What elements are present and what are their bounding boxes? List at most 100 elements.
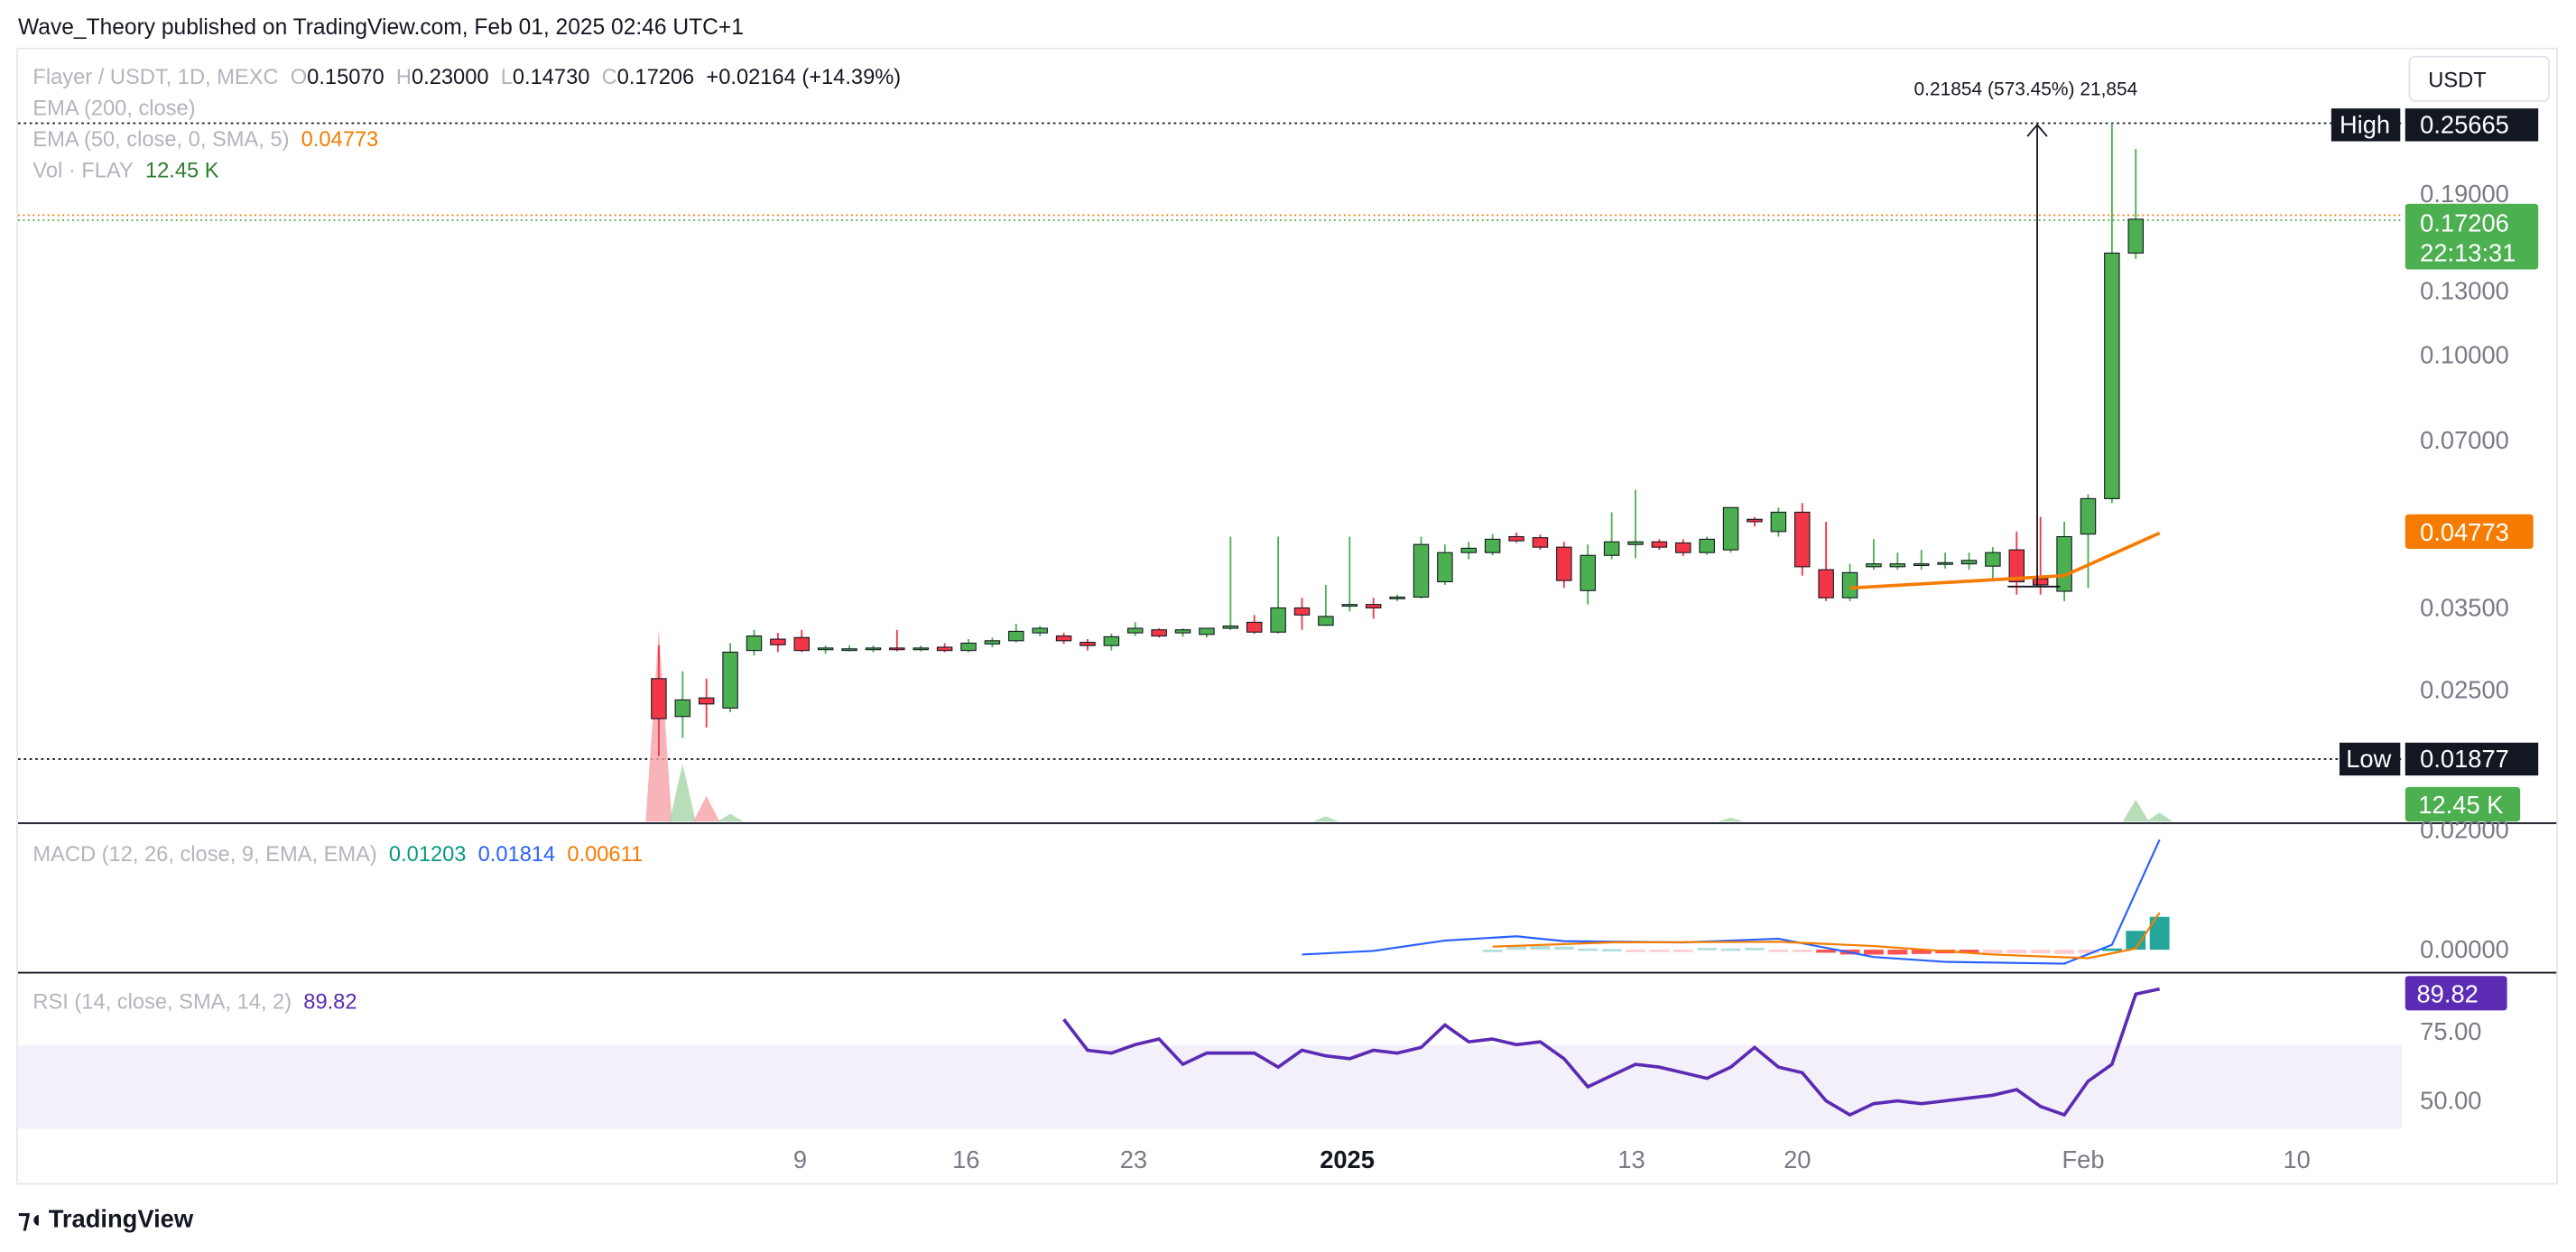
low-tag-label: Low: [2346, 745, 2391, 773]
volume-bar: [1718, 817, 1745, 822]
volume-bar: [717, 813, 744, 822]
low-label: L: [500, 63, 513, 89]
open-value: 0.15070: [307, 63, 385, 89]
measure-arrow-head: [2026, 123, 2048, 137]
volume-bar: [2146, 812, 2173, 822]
candle-body: [2056, 535, 2072, 592]
candle-body: [1747, 518, 1763, 523]
candle-body: [2032, 578, 2049, 586]
candle-body: [1246, 621, 1263, 633]
macd-histogram-bar: [1887, 950, 1908, 955]
macd-signal-value: 0.00611: [567, 840, 644, 867]
candle-body: [1818, 569, 1834, 598]
high-value-bg: [2405, 108, 2539, 142]
candle-body: [2008, 549, 2025, 583]
high-tag-label: High: [2340, 110, 2390, 138]
candle-body: [1985, 552, 2001, 567]
high-value: 0.23000: [411, 63, 489, 89]
candle-body: [770, 638, 786, 645]
rsi-legend[interactable]: RSI (14, close, SMA, 14, 2) 89.82: [32, 989, 357, 1014]
tradingview-logo-icon: ⁊◖: [18, 1206, 43, 1234]
rsi-line: [1062, 987, 2161, 1118]
candle-body: [1222, 625, 1239, 629]
ema50-legend[interactable]: EMA (50, close, 0, SMA, 5) 0.04773: [32, 126, 378, 151]
macd-histogram-bar: [1768, 950, 1789, 952]
candle-body: [1960, 560, 1978, 565]
candle-body: [1913, 563, 1930, 567]
candle-body: [817, 647, 834, 651]
macd-histogram-bar: [1720, 948, 1741, 951]
macd-histogram-bar: [1530, 946, 1551, 951]
low-value-label: 0.01877: [2420, 745, 2509, 773]
low-tag-bg: [2339, 742, 2401, 776]
price-axis-label: 0.07000: [2420, 426, 2509, 454]
price-axis-label: 0.10000: [2420, 340, 2509, 368]
time-axis-label: 2025: [1320, 1145, 1375, 1173]
candle-body: [1484, 538, 1501, 553]
candle-body: [1627, 541, 1644, 545]
macd-histogram-bar: [2126, 931, 2146, 951]
chart-frame: [16, 47, 2559, 1185]
rsi-value: 89.82: [303, 988, 357, 1015]
candle-body: [1293, 607, 1311, 616]
candle-body: [1937, 561, 1953, 565]
macd-histogram-bar: [1506, 946, 1526, 951]
macd-histogram-bar: [2030, 950, 2051, 954]
candle-body: [1127, 627, 1144, 634]
candle-body: [1532, 537, 1549, 548]
high-value-label: 0.25665: [2420, 110, 2509, 138]
candle-body: [1270, 607, 1286, 633]
candle-body: [1699, 538, 1715, 553]
price-axis-label: 0.19000: [2420, 180, 2509, 208]
time-axis-label: 9: [793, 1145, 807, 1173]
candle-body: [1722, 506, 1739, 551]
countdown-value: 22:13:31: [2420, 238, 2516, 266]
macd-histogram-bar: [1601, 949, 1622, 952]
volume-title: Vol · FLAY: [32, 157, 134, 183]
candle-body: [2080, 497, 2097, 535]
candle-body: [1675, 542, 1691, 553]
macd-histogram-bar: [1626, 950, 1645, 952]
candle-body: [1008, 630, 1024, 642]
candle-body: [746, 635, 763, 652]
price-axis-label: 0.02500: [2420, 676, 2509, 704]
candle-body: [1103, 635, 1120, 646]
ema50-line: [1849, 531, 2161, 590]
candle-body: [1151, 629, 1167, 637]
candle-body: [936, 646, 953, 652]
rsi-tag: [2405, 976, 2507, 1011]
volume-bar: [1312, 816, 1339, 822]
tradingview-logo[interactable]: ⁊◖ TradingView: [18, 1204, 193, 1234]
measure-label: 0.21854 (573.45%) 21,854: [1914, 79, 2138, 100]
ema200-legend[interactable]: EMA (200, close): [32, 95, 196, 120]
macd-histogram-bar: [1649, 950, 1670, 952]
candle-body: [960, 642, 977, 652]
symbol-legend[interactable]: Flayer / USDT, 1D, MEXC O0.15070 H0.2300…: [32, 64, 901, 88]
candle-body: [1866, 563, 1882, 568]
macd-histogram-bar: [2101, 948, 2122, 951]
macd-histogram-bar: [1578, 948, 1598, 951]
macd-legend[interactable]: MACD (12, 26, close, 9, EMA, EMA) 0.0120…: [32, 841, 643, 866]
candle-body: [984, 640, 1001, 645]
open-label: O: [290, 63, 308, 89]
volume-legend[interactable]: Vol · FLAY 12.45 K: [32, 158, 218, 182]
candle-body: [1341, 604, 1358, 607]
candle-body: [2104, 252, 2120, 499]
macd-histogram-bar: [1553, 946, 1574, 951]
macd-hist-value: 0.01203: [388, 840, 467, 867]
currency-button[interactable]: USDT: [2408, 55, 2550, 102]
candle-body: [1651, 541, 1668, 548]
macd-histogram-bar: [1482, 950, 1503, 952]
time-axis-label: 16: [952, 1145, 979, 1173]
candle-body: [698, 697, 715, 705]
candle-body: [1199, 627, 1215, 635]
macd-title: MACD (12, 26, close, 9, EMA, EMA): [32, 840, 377, 867]
candle-body: [722, 651, 738, 709]
candle-body: [1460, 547, 1477, 553]
rsi-band: [18, 1044, 2403, 1129]
candle-body: [793, 636, 810, 652]
volume-value: 12.45 K: [144, 157, 219, 183]
volume-tag-value: 12.45 K: [2418, 791, 2503, 819]
candle-body: [1174, 629, 1191, 634]
